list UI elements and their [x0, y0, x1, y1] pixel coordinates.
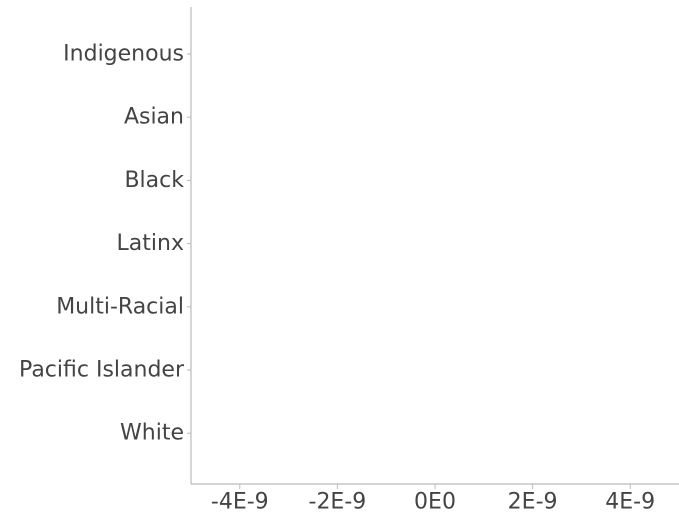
y-tick-labels: Indigenous Asian Black Latinx Multi-Racial Pa… [19, 42, 185, 446]
y-tick-label: Pacific Islander [19, 358, 185, 383]
x-tick-label: -4E-9 [211, 490, 269, 515]
x-tick-labels: -4E-9 -2E-9 0E0 2E-9 4E-9 [211, 490, 655, 515]
y-tick-label: Asian [124, 105, 184, 130]
x-tick-label: 0E0 [414, 490, 456, 515]
x-tick-label: -2E-9 [309, 490, 367, 515]
x-tick-label: 4E-9 [605, 490, 655, 515]
y-tick-label: Indigenous [63, 42, 184, 67]
x-tick-marks [239, 484, 631, 489]
y-tick-label: Latinx [117, 231, 184, 256]
y-tick-marks [187, 53, 191, 434]
y-tick-label: Black [124, 168, 184, 193]
y-tick-label: White [120, 421, 184, 446]
y-tick-label: Multi-Racial [56, 294, 184, 319]
x-tick-label: 2E-9 [508, 490, 558, 515]
